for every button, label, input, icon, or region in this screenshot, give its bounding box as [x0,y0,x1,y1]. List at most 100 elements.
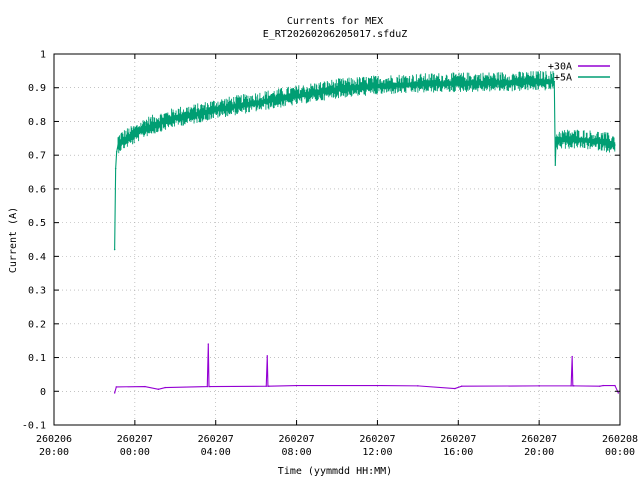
data-point [120,140,123,143]
data-point [336,88,338,91]
data-point [209,385,211,388]
data-point [602,384,604,387]
data-point [266,355,268,357]
data-point [215,108,217,111]
y-tick-label: 0.9 [28,83,46,94]
plot-frame [53,53,621,426]
series-line [114,344,619,394]
y-tick-label: 0.5 [28,218,46,229]
grid-lines [53,53,621,426]
data-point [518,81,520,84]
data-point [498,81,500,84]
y-tick-label: 0.6 [28,184,46,195]
data-point [617,392,620,394]
data-point [614,384,616,387]
x-tick-date-label: 260208 [602,434,638,445]
data-point [115,386,118,388]
y-tick-label: -0.1 [22,421,46,432]
data-point [255,102,257,104]
data-point [548,80,550,83]
x-tick-time-label: 00:00 [605,447,635,458]
data-point [275,98,278,101]
data-point [207,343,209,345]
data-point [316,92,318,94]
data-point [376,85,379,87]
y-tick-label: 0 [40,387,46,398]
data-point [295,95,298,97]
data-point [194,114,197,116]
x-tick-date-label: 260207 [521,434,557,445]
x-tick-date-label: 260207 [198,434,234,445]
data-point [538,385,540,387]
series-noise-band [117,71,616,154]
data-point [356,87,358,89]
y-tick-label: 1 [40,50,46,61]
data-point [555,140,557,143]
data-point [572,385,574,387]
y-tick-label: 0.2 [28,319,46,330]
data-point [206,385,208,388]
data-point [570,385,572,387]
data-point [538,80,540,83]
y-tick-label: 0.1 [28,353,46,364]
x-tick-date-label: 260207 [117,434,153,445]
data-point [154,124,156,126]
data-point [599,385,601,387]
x-tick-time-label: 04:00 [201,447,231,458]
data-point [113,392,116,394]
data-point [376,384,379,387]
x-tick-time-label: 08:00 [282,447,312,458]
chart-subtitle: E_RT20260206205017.sfduZ [263,29,408,40]
data-point [113,248,116,251]
data-point [558,139,561,141]
legend-label: +5A [554,73,572,84]
x-tick-date-label: 260207 [359,434,395,445]
data-point [157,388,160,390]
data-point [553,80,555,83]
data-point [144,127,146,129]
x-tick-time-label: 00:00 [120,447,150,458]
y-tick-label: 0.4 [28,252,46,263]
data-point [208,385,210,388]
y-tick-label: 0.7 [28,151,46,162]
data-point [554,164,557,166]
data-point [114,167,117,170]
y-tick-label: 0.8 [28,117,46,128]
x-tick-time-label: 20:00 [39,447,69,458]
data-point [174,117,176,119]
legend-label: +30A [548,62,572,73]
data-point [417,385,419,387]
legend: +30A+5A [548,62,610,84]
data-point [396,84,399,86]
data-point [267,385,269,387]
x-tick-date-label: 260207 [440,434,476,445]
data-point [295,384,298,387]
series-plus30a [113,343,620,394]
data-point [134,134,136,136]
data-point [265,385,267,387]
series-line [114,81,616,250]
data-point [144,385,146,388]
data-point [117,144,119,146]
data-point [477,82,480,84]
x-tick-date-label: 260206 [36,434,72,445]
data-point [268,385,270,387]
data-point [235,105,237,107]
x-tick-time-label: 20:00 [524,447,554,458]
data-point [578,139,581,141]
data-point [571,355,573,358]
data-series [113,71,620,394]
data-point [573,385,575,387]
x-tick-time-label: 12:00 [362,447,392,458]
axis-ticks: -0.1 0 0.1 0.2 0.3 0.4 0.5 0.6 0.7 0.8 0.9 1 260206 2… [22,50,638,459]
x-axis-label: Time (yymmdd HH:MM) [278,466,392,477]
x-tick-date-label: 260207 [279,434,315,445]
data-point [417,83,419,86]
data-point [454,387,456,390]
data-point [599,140,601,143]
data-point [437,82,439,85]
data-point [614,144,616,146]
y-tick-label: 0.3 [28,286,46,297]
data-point [460,385,463,387]
